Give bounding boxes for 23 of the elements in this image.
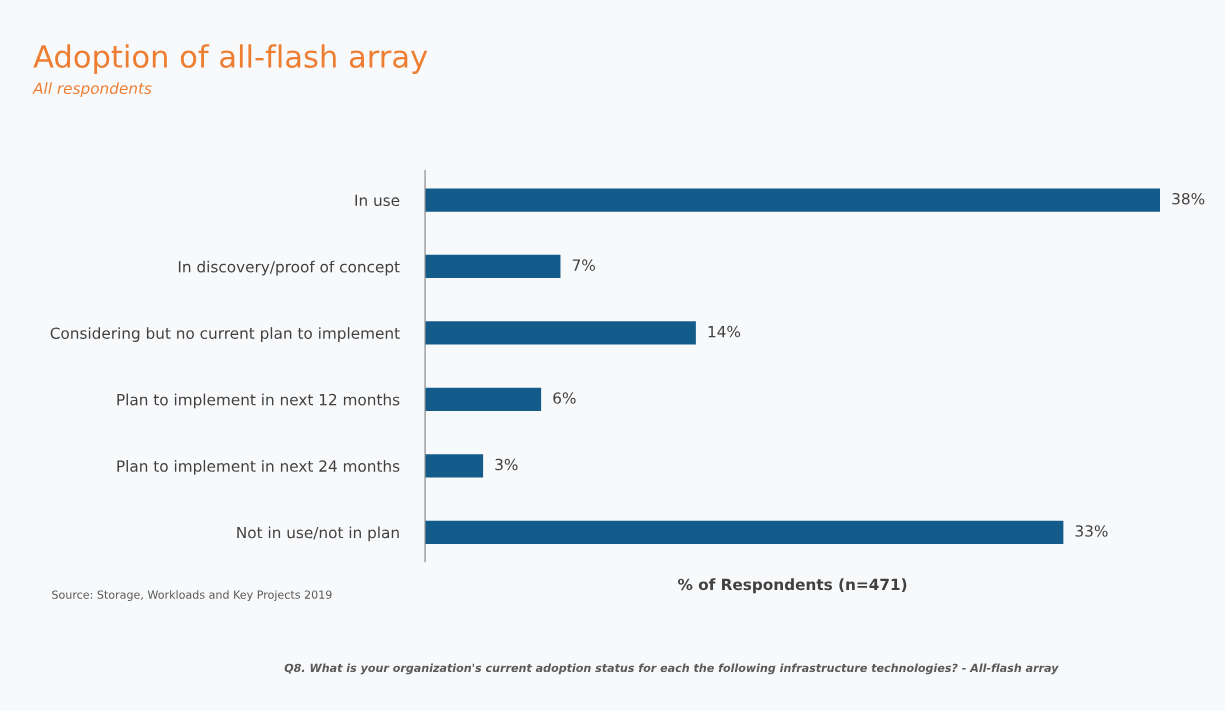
text: Q8. What is your organization's current adoption status for each the following infrastructure technologies? - All-flash array <box>284 663 1059 675</box>
y-tick-label: Not in use/not in plan <box>237 526 399 542</box>
data-label: 38% <box>1172 192 1205 205</box>
y-tick-label: In discovery/proof of concept <box>178 260 400 276</box>
y-tick-label: In use <box>355 194 400 207</box>
data-label: 6% <box>553 392 576 404</box>
x-axis-title: % of Respondents (n=471) <box>678 578 907 594</box>
data-label: 3% <box>495 458 518 471</box>
data-label: 33% <box>1075 525 1108 537</box>
data-label: 14% <box>708 325 741 338</box>
text: All respondents <box>32 82 152 98</box>
bar <box>425 454 484 478</box>
data-label: 7% <box>572 259 595 271</box>
y-tick-label: Plan to implement in next 12 months <box>117 393 400 409</box>
y-tick-label: Considering but no current plan to implement <box>50 327 400 342</box>
bar <box>425 254 561 279</box>
bar <box>425 321 696 345</box>
source-note: Source: Storage, Workloads and Key Projects 2019 <box>52 590 332 601</box>
y-tick-label: Plan to implement in next 24 months <box>117 460 400 475</box>
bar <box>425 188 1161 212</box>
bar <box>425 520 1064 544</box>
bar <box>425 387 542 412</box>
chart-title: Adoption of all-flash array <box>33 44 428 74</box>
